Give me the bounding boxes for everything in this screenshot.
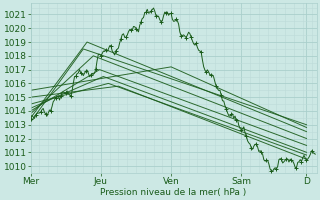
X-axis label: Pression niveau de la mer( hPa ): Pression niveau de la mer( hPa ): [100, 188, 247, 197]
